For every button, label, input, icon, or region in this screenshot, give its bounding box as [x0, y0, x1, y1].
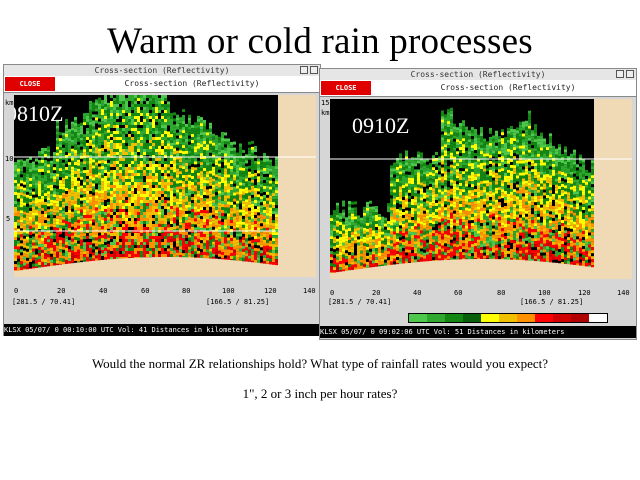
y-tick: 15 [321, 99, 330, 107]
x-tick: 20 [372, 289, 381, 297]
slide-title: Warm or cold rain processes [107, 21, 533, 62]
reflectivity-colorbar [408, 313, 608, 323]
window-toolbar: CLOSE Cross-section (Reflectivity) [4, 76, 320, 93]
reflectivity-canvas [14, 95, 316, 277]
question-zr: Would the normal ZR relationships hold? … [91, 356, 549, 371]
maximize-icon[interactable] [310, 66, 318, 74]
x-tick: 120 [578, 289, 591, 297]
colorbar-swatch [427, 314, 445, 322]
reflectivity-plot: 0910Z [330, 99, 632, 279]
x-tick: 0 [14, 287, 19, 295]
time-stamp: 0810Z [14, 101, 64, 126]
x-tick: 80 [182, 287, 191, 295]
y-unit-label: km [5, 99, 14, 107]
right-coord: [166.5 / 81.25] [206, 298, 270, 306]
reflectivity-plot: 0810Z [14, 95, 316, 277]
left-coord: [281.5 / 70.41] [328, 298, 392, 306]
x-tick: 0 [330, 289, 335, 297]
colorbar-swatch [499, 314, 517, 322]
maximize-icon[interactable] [626, 70, 634, 78]
right-coord: [166.5 / 81.25] [520, 298, 584, 306]
x-tick: 40 [413, 289, 422, 297]
time-stamp: 0910Z [352, 113, 410, 138]
y-unit-label: km [321, 109, 330, 117]
window-header: Cross-section (Reflectivity) [124, 79, 260, 88]
cross-section-window-0810: Cross-section (Reflectivity) CLOSE Cross… [3, 64, 321, 336]
x-tick: 60 [141, 287, 150, 295]
left-coord: [281.5 / 70.41] [12, 298, 76, 306]
x-tick: 140 [617, 289, 630, 297]
colorbar-swatch [463, 314, 481, 322]
minimize-icon[interactable] [300, 66, 308, 74]
x-tick: 60 [454, 289, 463, 297]
x-tick: 100 [222, 287, 235, 295]
colorbar-swatch [481, 314, 499, 322]
x-tick: 20 [57, 287, 66, 295]
y-tick: 10 [5, 155, 14, 163]
x-tick: 40 [99, 287, 108, 295]
colorbar-swatch [535, 314, 553, 322]
close-button[interactable]: CLOSE [321, 81, 371, 95]
colorbar-swatch [517, 314, 535, 322]
colorbar-swatch [553, 314, 571, 322]
x-tick: 80 [497, 289, 506, 297]
status-bar: KLSX 05/07/ 0 00:10:00 UTC Vol: 41 Dista… [4, 324, 320, 336]
minimize-icon[interactable] [616, 70, 624, 78]
y-tick: 5 [6, 215, 11, 223]
x-tick: 140 [303, 287, 316, 295]
close-button[interactable]: CLOSE [5, 77, 55, 91]
colorbar-swatch [589, 314, 607, 322]
window-toolbar: CLOSE Cross-section (Reflectivity) [320, 80, 636, 97]
x-tick: 100 [538, 289, 551, 297]
cross-section-window-0910: Cross-section (Reflectivity) CLOSE Cross… [319, 68, 637, 340]
window-header: Cross-section (Reflectivity) [440, 83, 576, 92]
x-tick: 120 [264, 287, 277, 295]
reflectivity-canvas [330, 99, 632, 279]
colorbar-swatch [445, 314, 463, 322]
colorbar-swatch [409, 314, 427, 322]
question-rates: 1", 2 or 3 inch per hour rates? [242, 386, 398, 401]
colorbar-swatch [571, 314, 589, 322]
status-bar: KLSX 05/07/ 0 09:02:06 UTC Vol: 51 Dista… [320, 326, 636, 338]
